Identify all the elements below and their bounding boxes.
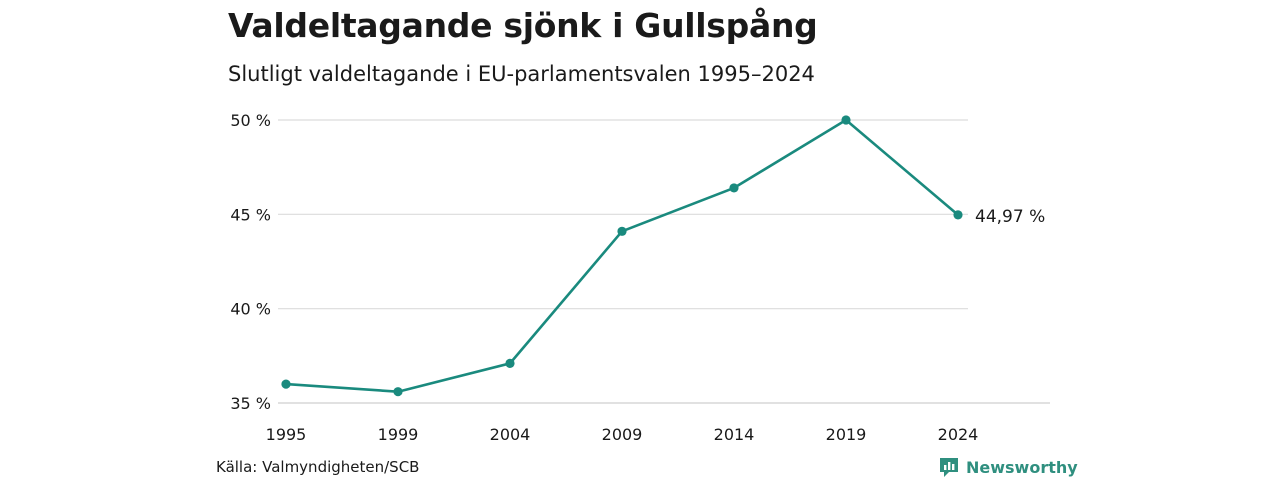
x-tick-label: 2009 [602, 425, 643, 444]
brand-logo: Newsworthy [938, 456, 1078, 478]
x-tick-label: 2024 [938, 425, 979, 444]
end-value-label: 44,97 % [975, 207, 1045, 227]
x-tick-label: 1995 [266, 425, 307, 444]
y-axis-ticks: 35 % 40 % 45 % 50 % [230, 111, 271, 413]
x-tick-label: 2014 [714, 425, 755, 444]
data-point [393, 387, 403, 397]
y-tick-label: 45 % [230, 205, 271, 224]
data-point [841, 115, 851, 125]
x-tick-label: 2004 [490, 425, 531, 444]
x-axis-ticks: 1995 1999 2004 2009 2014 2019 2024 [266, 425, 979, 444]
source-note: Källa: Valmyndigheten/SCB [216, 458, 420, 476]
x-tick-label: 1999 [378, 425, 419, 444]
brand-name: Newsworthy [966, 457, 1078, 477]
y-tick-label: 35 % [230, 394, 271, 413]
y-tick-label: 40 % [230, 300, 271, 319]
newsworthy-logo-icon [940, 458, 958, 477]
y-tick-label: 50 % [230, 111, 271, 130]
chart-title: Valdeltagande sjönk i Gullspång [228, 6, 818, 45]
grid-lines [278, 119, 1050, 404]
series-line [285, 118, 959, 393]
data-point [953, 210, 963, 220]
data-point [729, 183, 739, 193]
data-point [617, 226, 627, 236]
x-tick-label: 2019 [826, 425, 867, 444]
data-points [281, 115, 963, 397]
chart-subtitle: Slutligt valdeltagande i EU-parlamentsva… [228, 62, 815, 86]
data-point [505, 358, 515, 368]
data-point [281, 379, 291, 389]
